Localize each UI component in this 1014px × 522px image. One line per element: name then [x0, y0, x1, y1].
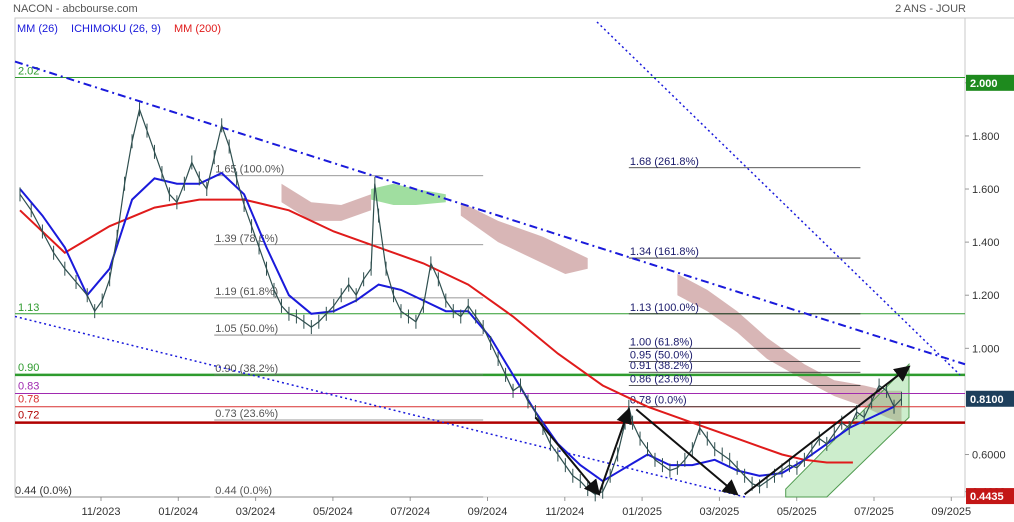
y-tick-label: 1.800: [972, 131, 1000, 143]
fibonacci-extension-label: 0.78 (0.0%): [630, 395, 687, 407]
y-tick-label: 1.600: [972, 184, 1000, 196]
drawn-arrow: [635, 408, 739, 496]
y-tick-label: 1.200: [972, 290, 1000, 302]
badge-last-price-bg: [966, 390, 1014, 407]
y-tick-label: 0.6000: [972, 450, 1006, 462]
horizontal-level-label: 0.78: [18, 394, 39, 406]
legend-ichimoku[interactable]: ICHIMOKU (26, 9): [71, 23, 161, 35]
fibonacci-extension-label: 0.95 (50.0%): [630, 350, 693, 362]
fibonacci-extension-label: 0.91 (38.2%): [630, 360, 693, 372]
badge-last-price: 0.8100: [970, 394, 1004, 406]
x-tick-label: 05/2025: [777, 506, 817, 518]
fibonacci-label: 0.73 (23.6%): [215, 408, 278, 420]
x-tick-label: 07/2024: [390, 506, 430, 518]
x-tick-label: 11/2023: [82, 506, 121, 518]
x-tick-label: 09/2025: [931, 506, 971, 518]
fibonacci-label-left: 0.44 (0.0%): [15, 485, 72, 497]
green-line-label: 1.13: [18, 302, 39, 314]
indicator-legend: MM (26) ICHIMOKU (26, 9) MM (200): [17, 23, 231, 35]
price-line: [19, 107, 902, 495]
horizontal-level-label: 0.72: [18, 410, 39, 422]
drawn-arrow: [598, 407, 632, 495]
chart-title: NACON - abcbourse.com: [13, 3, 138, 15]
ichimoku-cloud-bearish: [281, 183, 372, 221]
trendline-dotted-steep: [596, 21, 961, 376]
y-tick-label: 1.400: [972, 237, 1000, 249]
ichimoku-cloud-bullish: [371, 183, 446, 205]
ichimoku-cloud-bearish: [460, 202, 588, 274]
badge-low-bg: [966, 488, 1014, 505]
y-tick-label: 1.000: [972, 343, 1000, 355]
x-tick-label: 03/2024: [236, 506, 276, 518]
x-tick-label: 11/2024: [545, 506, 584, 518]
chart-period: 2 ANS - JOUR: [895, 3, 966, 15]
drawn-arrow: [744, 365, 911, 496]
fibonacci-label: 1.05 (50.0%): [215, 323, 278, 335]
fibonacci-label: 1.65 (100.0%): [215, 164, 284, 176]
x-tick-label: 05/2024: [313, 506, 353, 518]
badge-low: 0.4435: [970, 491, 1004, 503]
plot-area: [14, 17, 966, 498]
fibonacci-extension-label: 1.68 (261.8%): [630, 156, 699, 168]
fibonacci-extension-label: 1.13 (100.0%): [630, 302, 699, 314]
x-tick-label: 07/2025: [854, 506, 894, 518]
x-tick-label: 01/2024: [158, 506, 198, 518]
fibonacci-extension-label: 1.34 (161.8%): [630, 246, 699, 258]
mm200-line: [19, 198, 853, 464]
fibonacci-label: 1.39 (78.6%): [215, 233, 278, 245]
trendline-dotted-lower: [14, 315, 746, 498]
trendline-dashdot: [14, 60, 966, 366]
fibonacci-extension-label: 0.86 (23.6%): [630, 373, 693, 385]
fibonacci-label: 0.90 (38.2%): [215, 363, 278, 375]
badge-2000: 2.000: [970, 78, 998, 90]
legend-mm200[interactable]: MM (200): [173, 23, 221, 35]
legend-mm26[interactable]: MM (26): [17, 23, 58, 35]
fibonacci-label: 1.19 (61.8%): [215, 286, 278, 298]
drawn-arrow: [534, 416, 601, 496]
horizontal-level-label: 0.90: [18, 362, 39, 374]
horizontal-level-label: 0.83: [18, 380, 39, 392]
badge-2000-bg: [966, 74, 1014, 91]
x-tick-label: 09/2024: [468, 506, 508, 518]
mm26-line: [19, 171, 895, 483]
x-tick-label: 01/2025: [622, 506, 662, 518]
x-tick-label: 03/2025: [700, 506, 740, 518]
fibonacci-extension-label: 1.00 (61.8%): [630, 336, 693, 348]
fibonacci-label: 0.44 (0.0%): [215, 485, 272, 497]
ascending-channel: [785, 363, 910, 498]
